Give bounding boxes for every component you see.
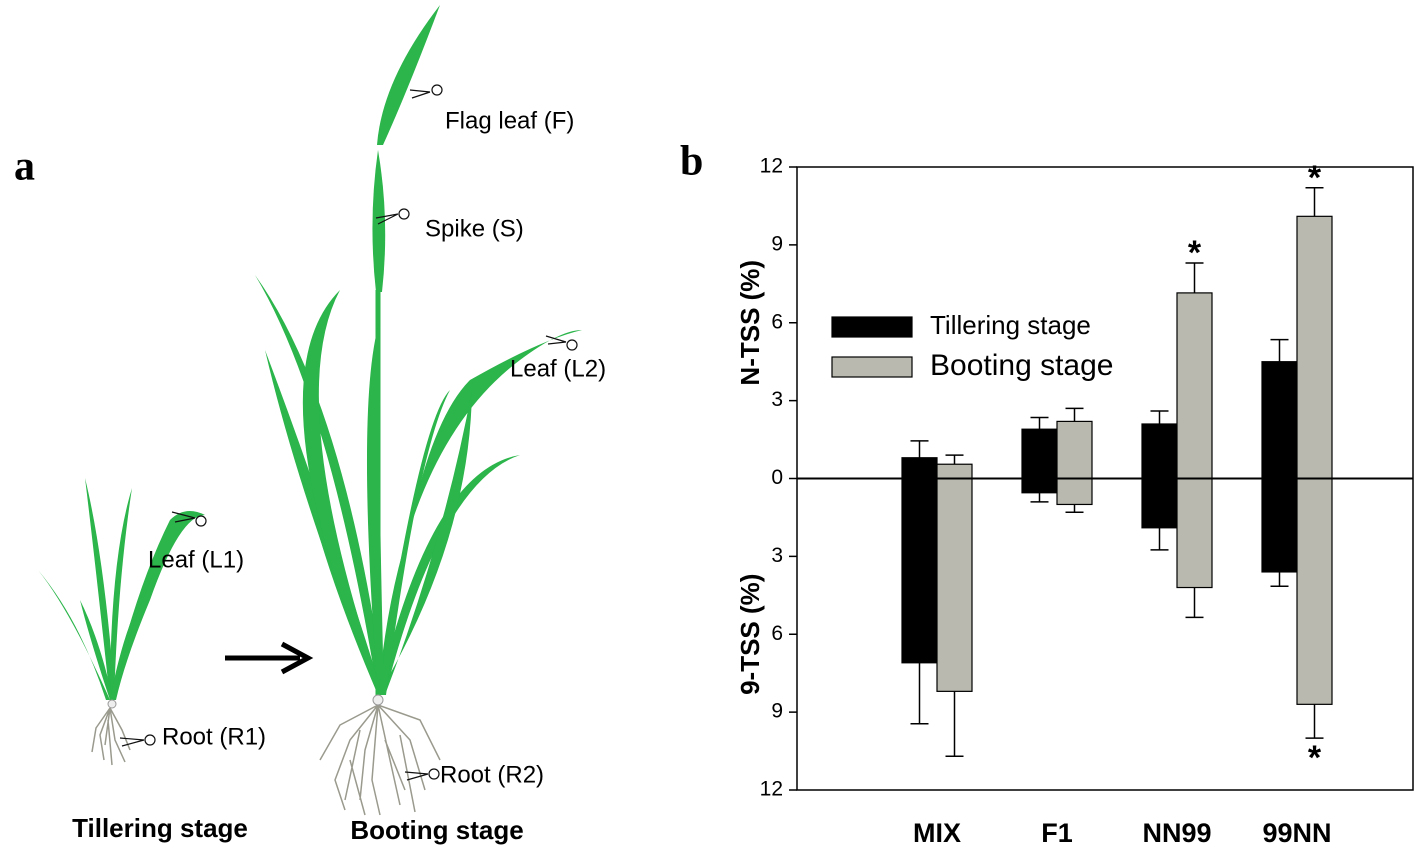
y-tick-label: 9 (771, 700, 783, 723)
bar (1141, 477, 1178, 529)
y-tick-label: 12 (760, 778, 783, 801)
bar (936, 463, 973, 480)
tillering-plant (38, 478, 205, 766)
booting-plant (255, 5, 582, 816)
bar (901, 457, 938, 480)
y-tick-label: 3 (771, 544, 783, 567)
organ-label: Root (R1) (162, 723, 266, 750)
bar (936, 477, 973, 692)
panel-label: b (680, 139, 703, 185)
stage-label: Tillering stage (72, 813, 248, 843)
bar (1261, 477, 1298, 573)
bar (1296, 215, 1333, 480)
organ-label: Leaf (L1) (148, 546, 244, 573)
x-tick-label: MIX (913, 818, 961, 848)
stage-label: Booting stage (350, 815, 523, 845)
y-tick-label: 6 (771, 622, 783, 645)
x-tick-label: F1 (1041, 818, 1073, 848)
arrow (225, 641, 314, 675)
panel-label: a (14, 144, 35, 190)
bar (1056, 477, 1093, 506)
x-tick-label: NN99 (1142, 818, 1211, 848)
organ-label: Spike (S) (425, 215, 524, 242)
legend-label: Tillering stage (930, 310, 1091, 340)
significance-mark: * (1308, 159, 1322, 197)
significance-mark: * (1188, 234, 1202, 272)
significance-mark: * (1308, 739, 1322, 777)
y-tick-label: 3 (771, 388, 783, 411)
legend-swatch (831, 316, 913, 338)
bar (1056, 420, 1093, 480)
legend-label: Booting stage (930, 349, 1113, 382)
organ-label: Flag leaf (F) (445, 107, 574, 134)
bar (1296, 477, 1333, 705)
bar (1021, 477, 1058, 494)
bar (1021, 428, 1058, 480)
x-tick-label: 99NN (1262, 818, 1331, 848)
legend-swatch (831, 356, 913, 378)
organ-label: Root (R2) (440, 761, 544, 788)
y-tick-label: 6 (771, 310, 783, 333)
bar (901, 477, 938, 664)
organ-label: Leaf (L2) (510, 355, 606, 382)
bar (1261, 361, 1298, 480)
bar (1176, 292, 1213, 480)
illustration: a (14, 5, 606, 845)
y-axis-title: 9-TSS (%) (735, 574, 765, 695)
y-axis-title: N-TSS (%) (735, 260, 765, 386)
y-tick-label: 12 (760, 155, 783, 178)
scissors (119, 84, 578, 781)
bar (1176, 477, 1213, 589)
bar (1141, 423, 1178, 480)
y-tick-label: 9 (771, 232, 783, 255)
chart: b 12 9 6 3 0 3 6 9 12 N-TSS (%) 9-TSS (%) MIX F1 NN99… (680, 139, 1414, 848)
y-tick-label: 0 (771, 466, 783, 489)
